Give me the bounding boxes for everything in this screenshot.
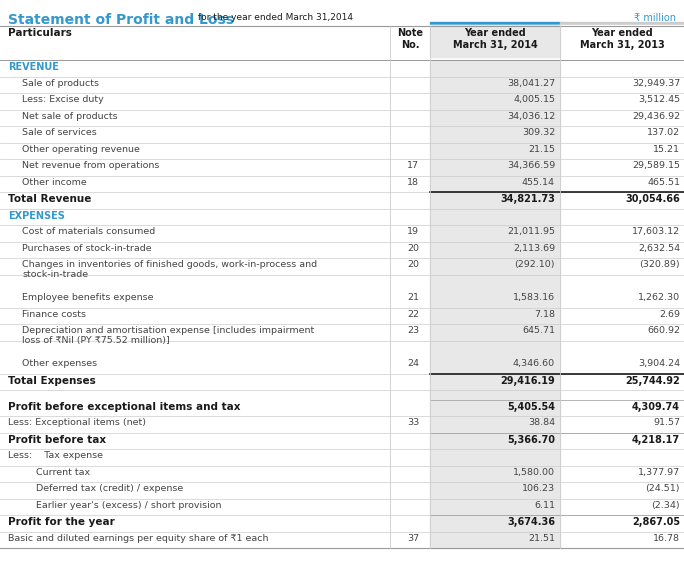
Text: (2.34): (2.34) [651, 501, 680, 510]
Text: 1,583.16: 1,583.16 [513, 293, 555, 302]
Text: 30,054.66: 30,054.66 [625, 194, 680, 204]
Text: 34,366.59: 34,366.59 [507, 161, 555, 170]
Text: Changes in inventories of finished goods, work-in-process and
stock-in-trade: Changes in inventories of finished goods… [22, 260, 317, 279]
Text: 5,405.54: 5,405.54 [507, 402, 555, 412]
Text: 7.18: 7.18 [534, 310, 555, 318]
Text: Less:    Tax expense: Less: Tax expense [8, 451, 103, 460]
Text: 1,580.00: 1,580.00 [513, 468, 555, 477]
Text: Less: Excise duty: Less: Excise duty [22, 95, 104, 104]
Text: Sale of products: Sale of products [22, 78, 99, 88]
Text: 1,262.30: 1,262.30 [638, 293, 680, 302]
Text: Net revenue from operations: Net revenue from operations [22, 161, 159, 170]
Text: 3,512.45: 3,512.45 [638, 95, 680, 104]
Text: 6.11: 6.11 [534, 501, 555, 510]
Text: 20: 20 [407, 243, 419, 253]
Text: Profit before tax: Profit before tax [8, 435, 106, 445]
Text: 34,821.73: 34,821.73 [500, 194, 555, 204]
Text: 33: 33 [407, 418, 419, 428]
Text: 17: 17 [407, 161, 419, 170]
Text: Earlier year's (excess) / short provision: Earlier year's (excess) / short provisio… [36, 501, 222, 510]
Text: 309.32: 309.32 [522, 128, 555, 137]
Text: Depreciation and amortisation expense [includes impairment
loss of ₹Nil (PY ₹75.: Depreciation and amortisation expense [i… [22, 326, 314, 345]
Text: Other expenses: Other expenses [22, 359, 97, 368]
Text: 29,589.15: 29,589.15 [632, 161, 680, 170]
Text: Note
No.: Note No. [397, 28, 423, 49]
Text: 34,036.12: 34,036.12 [507, 112, 555, 120]
Text: Cost of materials consumed: Cost of materials consumed [22, 227, 155, 236]
Text: 38,041.27: 38,041.27 [507, 78, 555, 88]
Text: 17,603.12: 17,603.12 [632, 227, 680, 236]
Text: Basic and diluted earnings per equity share of ₹1 each: Basic and diluted earnings per equity sh… [8, 534, 269, 543]
Text: Total Revenue: Total Revenue [8, 194, 92, 204]
Text: 16.78: 16.78 [653, 534, 680, 543]
Text: 106.23: 106.23 [522, 485, 555, 493]
Text: Less: Exceptional items (net): Less: Exceptional items (net) [8, 418, 146, 428]
Text: 455.14: 455.14 [522, 178, 555, 187]
Text: Purchases of stock-in-trade: Purchases of stock-in-trade [22, 243, 152, 253]
Text: 21: 21 [407, 293, 419, 302]
Text: 3,674.36: 3,674.36 [507, 518, 555, 528]
Text: 4,218.17: 4,218.17 [632, 435, 680, 445]
Text: ₹ million: ₹ million [634, 13, 676, 23]
Text: 19: 19 [407, 227, 419, 236]
Text: 32,949.37: 32,949.37 [632, 78, 680, 88]
Text: 29,436.92: 29,436.92 [632, 112, 680, 120]
Text: 4,309.74: 4,309.74 [632, 402, 680, 412]
Text: Employee benefits expense: Employee benefits expense [22, 293, 153, 302]
Text: 1,377.97: 1,377.97 [638, 468, 680, 477]
Text: 21,011.95: 21,011.95 [507, 227, 555, 236]
Text: Profit for the year: Profit for the year [8, 518, 115, 528]
Text: Current tax: Current tax [36, 468, 90, 477]
Text: 465.51: 465.51 [647, 178, 680, 187]
Text: 22: 22 [407, 310, 419, 318]
Text: 38.84: 38.84 [528, 418, 555, 428]
Text: Sale of services: Sale of services [22, 128, 96, 137]
Text: 24: 24 [407, 359, 419, 368]
Text: Other operating revenue: Other operating revenue [22, 145, 140, 153]
Text: 2,867.05: 2,867.05 [632, 518, 680, 528]
Text: Year ended
March 31, 2013: Year ended March 31, 2013 [579, 28, 664, 49]
Text: 660.92: 660.92 [647, 326, 680, 335]
Text: 2.69: 2.69 [659, 310, 680, 318]
Text: 91.57: 91.57 [653, 418, 680, 428]
Text: 20: 20 [407, 260, 419, 269]
Text: 23: 23 [407, 326, 419, 335]
Text: Net sale of products: Net sale of products [22, 112, 118, 120]
Text: 25,744.92: 25,744.92 [625, 375, 680, 386]
Text: 15.21: 15.21 [653, 145, 680, 153]
Text: 21.51: 21.51 [528, 534, 555, 543]
Text: 2,632.54: 2,632.54 [638, 243, 680, 253]
Text: 137.02: 137.02 [647, 128, 680, 137]
Text: (24.51): (24.51) [646, 485, 680, 493]
Text: for the year ended March 31,2014: for the year ended March 31,2014 [195, 13, 353, 22]
Text: (320.89): (320.89) [640, 260, 680, 269]
Text: 37: 37 [407, 534, 419, 543]
Text: REVENUE: REVENUE [8, 62, 59, 72]
Text: Other income: Other income [22, 178, 87, 187]
Text: Particulars: Particulars [8, 28, 72, 38]
Text: 5,366.70: 5,366.70 [507, 435, 555, 445]
Text: 4,005.15: 4,005.15 [513, 95, 555, 104]
Text: 645.71: 645.71 [522, 326, 555, 335]
Text: (292.10): (292.10) [514, 260, 555, 269]
Text: Profit before exceptional items and tax: Profit before exceptional items and tax [8, 402, 241, 412]
Text: 29,416.19: 29,416.19 [500, 375, 555, 386]
Text: 21.15: 21.15 [528, 145, 555, 153]
Text: Finance costs: Finance costs [22, 310, 86, 318]
Text: Statement of Profit and Loss: Statement of Profit and Loss [8, 13, 234, 27]
Text: 18: 18 [407, 178, 419, 187]
Text: 2,113.69: 2,113.69 [513, 243, 555, 253]
Text: Year ended
March 31, 2014: Year ended March 31, 2014 [453, 28, 538, 49]
Text: Deferred tax (credit) / expense: Deferred tax (credit) / expense [36, 485, 183, 493]
Text: EXPENSES: EXPENSES [8, 210, 65, 221]
Text: 3,904.24: 3,904.24 [638, 359, 680, 368]
Text: 4,346.60: 4,346.60 [513, 359, 555, 368]
Text: Total Expenses: Total Expenses [8, 375, 96, 386]
